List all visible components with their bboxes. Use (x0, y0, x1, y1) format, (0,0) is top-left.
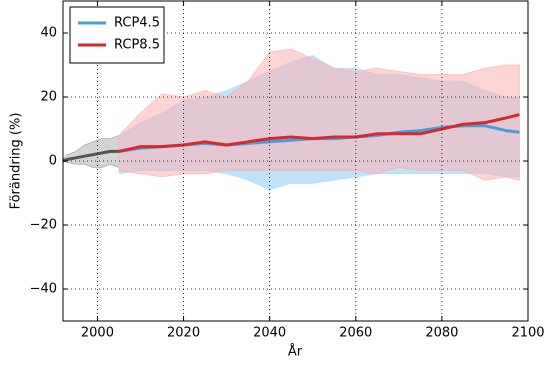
legend-label: RCP4.5 (114, 16, 160, 31)
series-line (62, 149, 119, 163)
legend-label: RCP8.5 (114, 38, 160, 53)
x-tick-label: 2000 (81, 326, 114, 341)
y-tick-label: −40 (30, 282, 57, 297)
x-tick-label: 2100 (511, 326, 544, 341)
x-tick-label: 2080 (425, 326, 458, 341)
x-axis-label: År (288, 344, 303, 360)
x-tick-label: 2040 (253, 326, 286, 341)
y-axis-label: Förändring (%) (9, 113, 24, 210)
legend-box (69, 6, 165, 64)
x-tick-label: 2060 (339, 326, 372, 341)
band (118, 48, 520, 181)
plot-frame (62, 0, 529, 322)
x-tick-label: 2020 (167, 326, 200, 341)
y-tick-label: 0 (49, 154, 57, 169)
y-tick-label: −20 (30, 218, 57, 233)
y-tick-label: 20 (40, 90, 57, 105)
y-tick-label: 40 (40, 26, 57, 41)
series-line (118, 113, 520, 153)
